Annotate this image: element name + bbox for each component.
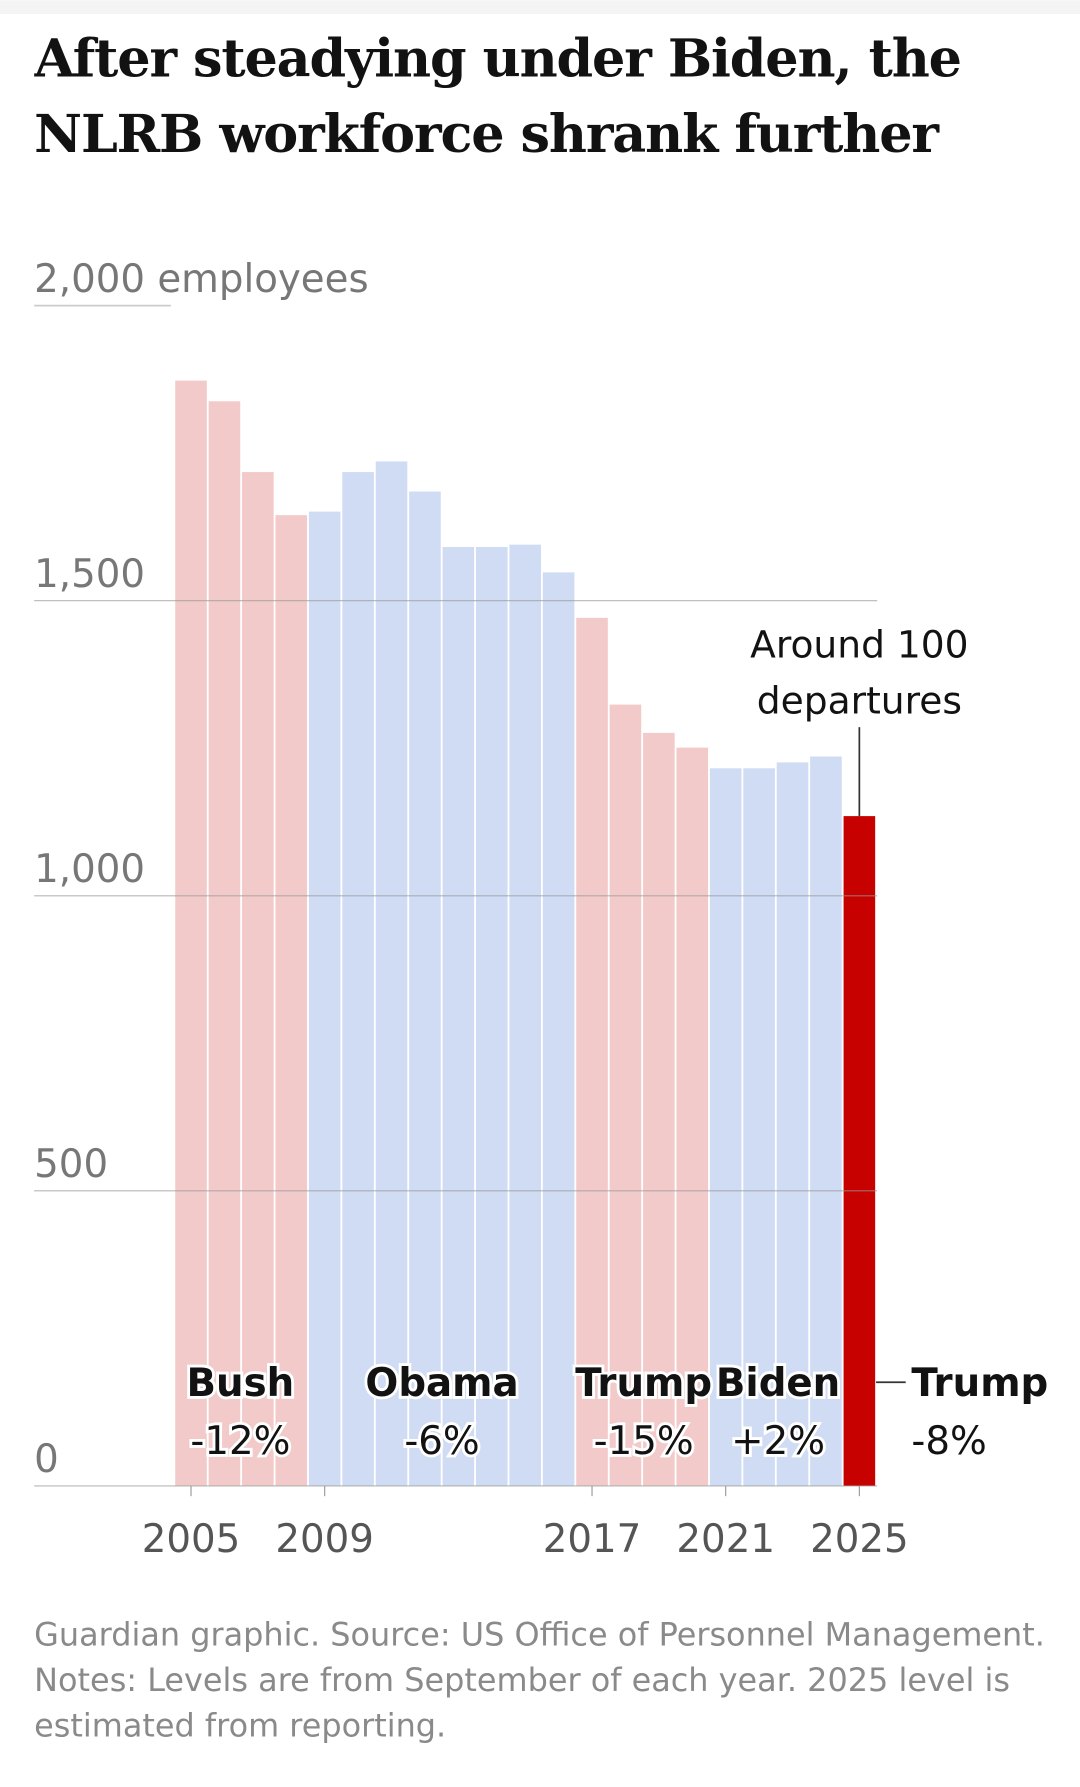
chart-title: After steadying under Biden, the NLRB wo… [34, 27, 962, 165]
y-tick-label: 500 [34, 1142, 108, 1187]
note-box: Guardian graphic. Source: US Office of P… [34, 1615, 1045, 1745]
bar [609, 704, 642, 1486]
bar [542, 572, 575, 1486]
bar [576, 617, 608, 1486]
bar [843, 816, 876, 1486]
era-name: Trump [911, 1361, 1048, 1406]
annotation: Around 100 [750, 623, 968, 667]
era-name: Obama [365, 1361, 518, 1406]
bar [743, 768, 775, 1486]
bar [676, 747, 709, 1486]
top-strip [0, 0, 1080, 15]
bar [175, 380, 207, 1486]
y-tick-label: 1,000 [34, 847, 145, 892]
x-tick-label: 2025 [810, 1517, 909, 1562]
bar [509, 544, 541, 1486]
era-change: -15% [594, 1419, 694, 1464]
y-tick-label: 0 [34, 1437, 59, 1482]
annotation: departures [757, 679, 962, 723]
bar [475, 547, 508, 1486]
bar [776, 762, 809, 1486]
era-change: -6% [404, 1419, 479, 1464]
era-change: +2% [731, 1419, 825, 1464]
bar [375, 461, 408, 1486]
bar [643, 732, 675, 1486]
x-tick-label: 2005 [142, 1517, 241, 1562]
x-tick-label: 2017 [543, 1517, 642, 1562]
era-change: -12% [190, 1419, 290, 1464]
bar [208, 401, 241, 1486]
bar [709, 768, 742, 1486]
era-name: Bush [187, 1361, 295, 1406]
bar [442, 547, 475, 1486]
bar [275, 515, 308, 1486]
bar [242, 472, 274, 1486]
title-box: After steadying under Biden, the NLRB wo… [34, 27, 962, 165]
y-tick-label: 2,000 employees [34, 257, 368, 302]
source-note: Guardian graphic. Source: US Office of P… [34, 1615, 1045, 1745]
bar [810, 756, 842, 1486]
era-name: Trump [575, 1361, 712, 1406]
x-tick-label: 2021 [676, 1517, 775, 1562]
x-tick-label: 2009 [275, 1517, 374, 1562]
y-tick-label: 1,500 [34, 552, 145, 597]
bar [409, 491, 441, 1486]
era-name: Biden [716, 1361, 840, 1406]
era-change: -8% [911, 1419, 986, 1464]
bar [342, 472, 374, 1486]
bar [308, 511, 341, 1486]
